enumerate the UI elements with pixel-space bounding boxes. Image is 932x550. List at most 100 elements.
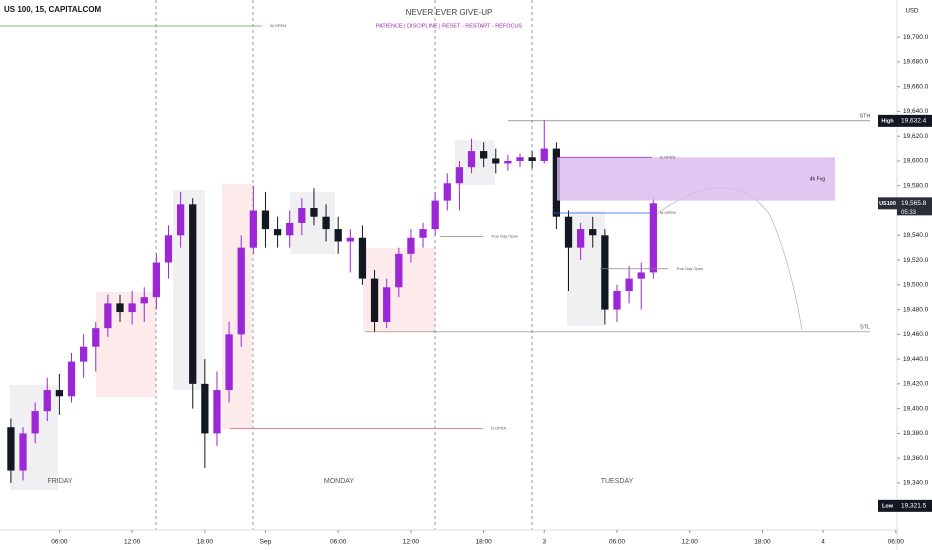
header: NEVER EVER GIVE-UP [406,8,493,17]
y-tick-label: 19,440.0 [903,356,929,363]
y-tick-label: 19,600.0 [903,158,929,165]
candle-body [407,237,415,254]
open-label: D.OPEN [491,426,506,431]
last-tag-value-box [897,197,932,216]
y-tick-label: 19,340.0 [903,480,929,487]
y-tick-label: 19,540.0 [903,232,929,239]
candle-body [176,204,185,236]
x-tick-label: Sep [260,539,272,546]
candle-body [55,390,64,397]
x-tick-label: 06:00 [51,539,68,546]
candle-body [419,229,427,238]
session-shading [10,140,605,490]
currency: USD [906,9,919,15]
x-tick-label: 4 [821,539,825,546]
candle-body [431,200,439,230]
candle-body [589,229,597,236]
candle-body [370,278,379,322]
y-tick-label: 19,380.0 [903,430,929,437]
session-label: FRIDAY [47,478,72,485]
candle-body [310,208,318,217]
level-label: STH [860,113,871,119]
fvg-label: 4h Fvg [810,176,826,182]
candle-body [80,346,88,362]
y-tick-label: 19,480.0 [903,306,929,313]
low-tag-value-box [897,499,932,512]
x-tick-label: 06:00 [330,539,347,546]
x-tick-label: 3 [542,539,546,546]
candle-body [273,229,282,236]
y-tick-label: 19,640.0 [903,108,929,115]
candle-body [67,361,76,397]
low-tag-value: 19,321.5 [901,503,927,510]
candle-body [504,160,512,164]
level-label: STL [860,324,870,330]
subtitle: PATIENCE | DISCIPLINE | RESET - RESTART … [376,23,523,29]
candle-body [261,210,270,230]
candle-body [31,411,39,434]
candle-body [516,157,524,161]
y-tick-label: 19,620.0 [903,133,929,140]
high-tag-box [878,114,897,127]
candle-body [298,208,306,223]
candle-body [237,247,245,335]
x-tick-label: 12:00 [124,539,141,546]
last-tag-value: 19,565.8 [901,200,927,207]
y-tick-label: 19,460.0 [903,331,929,338]
y-tick-label: 19,420.0 [903,381,929,388]
candle-body [637,272,645,279]
x-tick-label: 18:00 [197,539,214,546]
candle-body [540,148,548,161]
open-label: W.OPEN [270,23,286,28]
candle-body [201,383,209,434]
symbol-title: US 100, 15, CAPITALCOM [4,5,102,14]
last-tag-countdown: 05:33 [901,210,917,216]
session-label: MONDAY [324,478,355,485]
y-tick-label: 19,580.0 [903,182,929,189]
session-label: TUESDAY [601,478,634,485]
last-tag-box [878,197,897,210]
candle-body [92,328,100,347]
candle-body [528,157,536,161]
candle-body [552,148,561,217]
candle-body [564,216,573,248]
candle-body [19,433,27,471]
candle-body [346,237,354,242]
candle-body [140,297,148,304]
candle-body [492,158,500,164]
y-tick-label: 19,500.0 [903,282,929,289]
high-tag-label: High [881,118,894,124]
candle-body [164,235,173,263]
candle-body [443,183,451,201]
open-label: M.OPEN [660,210,676,215]
x-tick-label: 18:00 [476,539,493,546]
y-tick-label: 19,400.0 [903,405,929,412]
candle-body [358,237,367,279]
candle-body [383,287,391,322]
candle-body [116,303,124,313]
y-tick-label: 19,360.0 [903,455,929,462]
candle-body [128,303,136,313]
y-tick-label: 19,520.0 [903,257,929,264]
y-tick-label: 19,700.0 [903,34,929,41]
candle-body [104,303,112,329]
open-label: True Day Open [676,266,703,271]
candle-body [334,229,342,242]
high-tag-value-box [897,114,932,127]
fvg-zone [557,157,835,201]
y-tick-label: 19,680.0 [903,59,929,66]
y-tick-label: 19,660.0 [903,83,929,90]
x-tick-label: 12:00 [403,539,420,546]
candle-body [322,216,330,230]
candle-body [576,229,585,248]
last-tag-label: US100 [879,201,896,207]
candle-body [601,235,609,310]
low-tag-label: Low [882,503,894,509]
candle-body [213,390,221,434]
high-tag-value: 19,632.4 [901,118,927,125]
x-tick-label: 12:00 [682,539,699,546]
open-label: D.OPEN [660,154,675,159]
candle-body [43,390,51,412]
